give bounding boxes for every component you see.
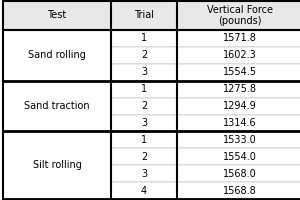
Text: Sand traction: Sand traction: [24, 101, 90, 111]
Bar: [177, 114, 300, 131]
Text: Vertical Force
(pounds): Vertical Force (pounds): [207, 5, 273, 26]
Bar: [111, 165, 177, 182]
Bar: [177, 30, 300, 47]
Bar: [177, 182, 300, 199]
Bar: [3, 131, 111, 199]
Text: 1: 1: [141, 84, 147, 94]
Text: 1571.8: 1571.8: [223, 33, 257, 43]
Bar: [111, 81, 177, 98]
Bar: [177, 81, 300, 98]
Text: 4: 4: [141, 186, 147, 196]
Bar: [111, 114, 177, 131]
Bar: [111, 64, 177, 81]
Bar: [3, 1, 111, 30]
Bar: [177, 131, 300, 148]
Text: 1554.0: 1554.0: [223, 152, 257, 162]
Bar: [111, 131, 177, 148]
Text: 3: 3: [141, 67, 147, 77]
Bar: [177, 64, 300, 81]
Text: 2: 2: [141, 152, 147, 162]
Bar: [177, 148, 300, 165]
Text: 3: 3: [141, 169, 147, 179]
Bar: [177, 98, 300, 114]
Bar: [111, 47, 177, 64]
Text: 2: 2: [141, 101, 147, 111]
Text: 1554.5: 1554.5: [223, 67, 257, 77]
Text: 3: 3: [141, 118, 147, 128]
Bar: [3, 81, 111, 131]
Text: Test: Test: [47, 10, 67, 21]
Text: 1568.0: 1568.0: [223, 169, 257, 179]
Text: 1568.8: 1568.8: [223, 186, 257, 196]
Text: Sand rolling: Sand rolling: [28, 50, 86, 60]
Text: Silt rolling: Silt rolling: [33, 160, 81, 170]
Text: 1: 1: [141, 33, 147, 43]
Bar: [111, 98, 177, 114]
Bar: [3, 30, 111, 81]
Text: 1294.9: 1294.9: [223, 101, 257, 111]
Text: 1314.6: 1314.6: [223, 118, 257, 128]
Bar: [111, 148, 177, 165]
Text: 1533.0: 1533.0: [223, 135, 257, 145]
Bar: [177, 47, 300, 64]
Text: Trial: Trial: [134, 10, 154, 21]
Bar: [111, 1, 177, 30]
Text: 1275.8: 1275.8: [223, 84, 257, 94]
Text: 1602.3: 1602.3: [223, 50, 257, 60]
Text: 2: 2: [141, 50, 147, 60]
Bar: [111, 182, 177, 199]
Bar: [177, 1, 300, 30]
Bar: [111, 30, 177, 47]
Bar: [177, 165, 300, 182]
Text: 1: 1: [141, 135, 147, 145]
